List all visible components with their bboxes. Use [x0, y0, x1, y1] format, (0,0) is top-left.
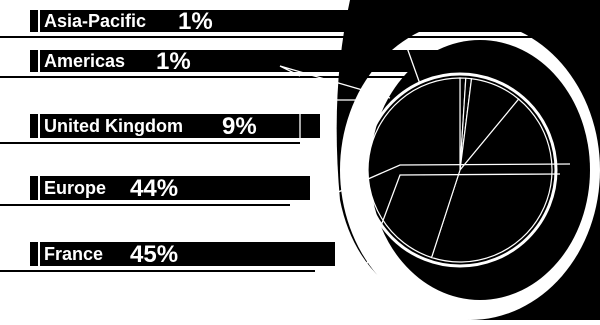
value-france: 45%: [130, 241, 178, 268]
legend-stripe-asia-pacific: [0, 36, 580, 38]
pie-slice-france: [367, 77, 461, 259]
legend-bars: [0, 10, 600, 272]
value-europe: 44%: [130, 175, 178, 202]
label-europe: Europe: [44, 178, 106, 198]
legend-stripe-france: [0, 270, 315, 272]
legend-stripe-americas: [0, 76, 425, 78]
leader-line-united-kingdom: [299, 99, 380, 140]
legend-marker-france: [30, 242, 38, 266]
legend-marker-united-kingdom: [30, 114, 38, 138]
value-americas: 1%: [156, 48, 191, 75]
legend-marker-americas: [30, 50, 38, 72]
legend-bar-united-kingdom: [40, 114, 320, 138]
leader-line-asia-pacific: [404, 41, 445, 85]
label-asia-pacific: Asia-Pacific: [44, 11, 146, 31]
value-united-kingdom: 9%: [222, 113, 257, 140]
pie-group: [362, 72, 558, 268]
legend-bar-americas: [40, 50, 445, 72]
legend-marker-europe: [30, 176, 38, 200]
value-asia-pacific: 1%: [178, 8, 213, 35]
leader-line-europe: [319, 163, 571, 201]
legend-marker-asia-pacific: [30, 10, 38, 32]
legend-stripe-europe: [0, 204, 290, 206]
pie-slice-europe: [430, 98, 553, 263]
label-france: France: [44, 244, 103, 264]
legend-stripe-united-kingdom: [0, 142, 300, 144]
legend-bar-france: [40, 242, 335, 266]
leader-lines: [279, 41, 571, 283]
leader-line-france: [359, 173, 561, 283]
label-americas: Americas: [44, 51, 125, 71]
legend-bar-europe: [40, 176, 310, 200]
label-united-kingdom: United Kingdom: [44, 116, 183, 136]
legend-labels: Asia-Pacific 1% Americas 1% United Kingd…: [44, 8, 257, 268]
legend-bar-asia-pacific: [40, 10, 600, 32]
pie-rim: [362, 72, 558, 268]
leader-line-americas: [279, 65, 391, 99]
